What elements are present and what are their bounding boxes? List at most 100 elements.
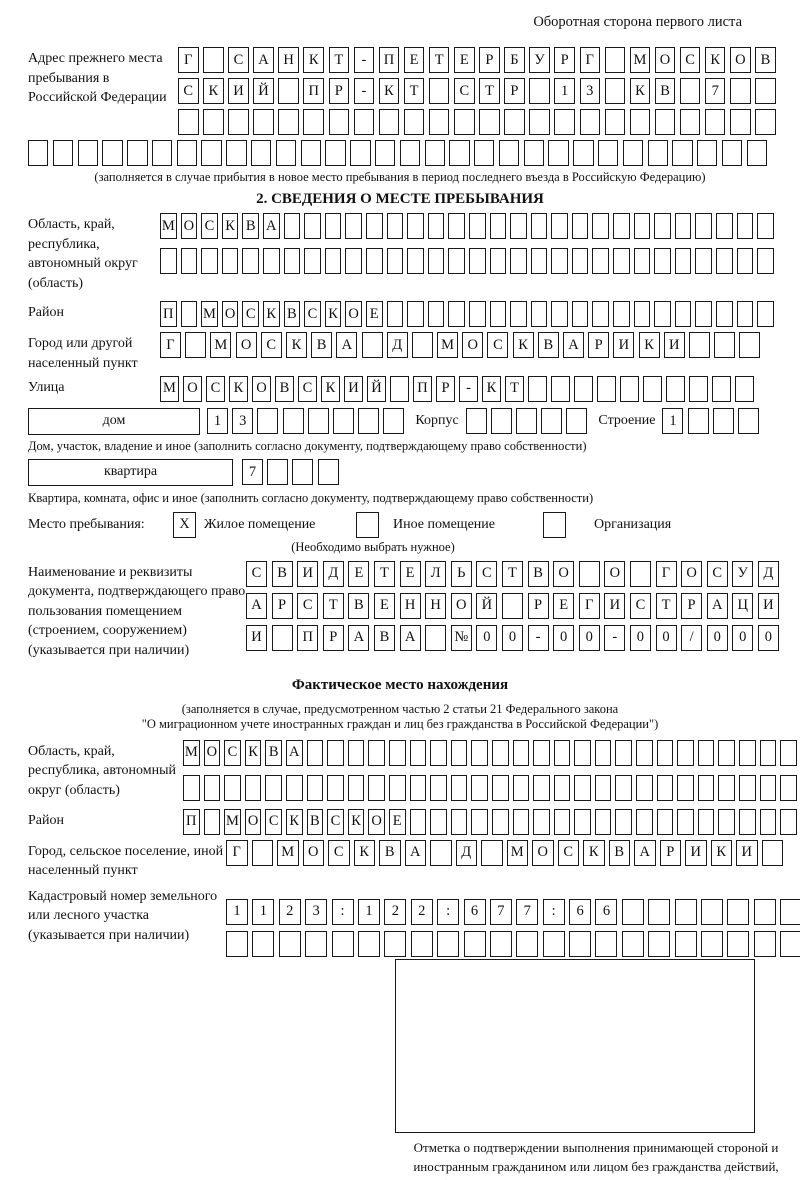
char-cell: О	[235, 332, 257, 359]
char-cell: Р	[681, 592, 703, 619]
char-cell: Р	[554, 47, 575, 73]
char-cell	[411, 332, 433, 359]
char-cell: О	[532, 839, 554, 866]
actual-region-block: Область, край, республика, автономный ок…	[28, 739, 797, 801]
apartment-note: Квартира, комната, офис и иное (заполнит…	[28, 490, 594, 505]
char-cell: О	[345, 301, 362, 328]
char-cell: -	[353, 78, 375, 104]
char-cell	[332, 408, 354, 435]
char-cell: С	[201, 213, 218, 239]
char-cell: П	[183, 808, 200, 835]
char-cell	[361, 332, 383, 359]
char-cell	[386, 301, 404, 328]
char-cell: 1	[226, 898, 248, 925]
char-cell: 2	[278, 898, 301, 925]
char-cell: М	[506, 839, 528, 866]
char-cell	[327, 739, 344, 766]
char-cell: С	[454, 78, 475, 104]
char-cell	[386, 213, 404, 239]
char-cell: А	[404, 839, 426, 866]
char-cell: С	[706, 560, 728, 587]
char-cell	[251, 140, 272, 166]
char-cell	[151, 140, 173, 166]
char-cell	[267, 459, 289, 486]
char-cell	[253, 109, 274, 135]
char-cell	[648, 898, 671, 925]
char-cell	[501, 592, 523, 619]
char-cell	[176, 140, 198, 166]
char-cell	[727, 898, 750, 925]
char-cell: С	[246, 560, 267, 587]
char-cell	[399, 140, 421, 166]
char-cell	[674, 301, 692, 328]
char-cell	[739, 739, 756, 766]
char-cell	[548, 140, 569, 166]
char-cell: Д	[455, 839, 477, 866]
prev-address-row-3	[178, 109, 776, 135]
char-cell	[613, 213, 630, 239]
stay-type-note: (Необходимо выбрать нужное)	[291, 539, 455, 554]
char-cell	[388, 739, 406, 766]
char-cell	[551, 213, 568, 239]
char-cell: С	[242, 301, 259, 328]
street-label: Улица	[28, 379, 65, 395]
char-cell	[407, 213, 424, 239]
char-cell	[697, 808, 715, 835]
char-cell: А	[706, 592, 728, 619]
char-cell	[463, 930, 486, 957]
char-cell	[647, 140, 668, 166]
char-cell	[695, 248, 713, 274]
char-cell	[697, 739, 715, 766]
char-cell	[428, 78, 450, 104]
char-cell	[510, 248, 527, 274]
char-cell	[757, 248, 774, 274]
region-label: Область, край, республика, автономный ок…	[28, 217, 138, 291]
char-cell	[574, 808, 591, 835]
char-cell	[490, 408, 512, 435]
char-cell: О	[302, 839, 324, 866]
char-cell: Р	[588, 332, 610, 359]
checkbox-organization[interactable]	[543, 511, 566, 538]
char-cell	[448, 248, 465, 274]
actual-region-label: Область, край, республика, автономный ок…	[28, 743, 177, 798]
char-cell	[468, 301, 486, 328]
char-cell	[736, 301, 754, 328]
stay-type-label: Место пребывания:	[28, 516, 145, 532]
char-cell	[489, 213, 507, 239]
char-cell	[571, 213, 589, 239]
char-cell: К	[353, 839, 375, 866]
char-cell: С	[224, 739, 241, 766]
char-cell	[621, 898, 644, 925]
option-organization-label: Организация	[594, 516, 672, 532]
actual-district-label: Район	[28, 812, 64, 828]
char-cell	[430, 739, 447, 766]
char-cell: А	[399, 624, 421, 651]
char-cell: О	[450, 592, 472, 619]
char-cell	[718, 808, 736, 835]
stay-type-block: Место пребывания: X Жилое помещение Иное…	[28, 511, 772, 538]
char-cell: :	[542, 898, 565, 925]
char-cell	[368, 739, 385, 766]
char-cell	[654, 301, 671, 328]
char-cell	[378, 109, 400, 135]
checkbox-residential[interactable]: X	[173, 511, 196, 538]
char-cell	[674, 213, 692, 239]
char-cell	[300, 140, 321, 166]
city-label: Город или другой населенный пункт	[28, 336, 138, 371]
char-cell: 1	[357, 898, 380, 925]
char-cell	[407, 301, 424, 328]
char-cell	[554, 109, 575, 135]
char-cell	[746, 140, 768, 166]
char-cell	[654, 248, 671, 274]
char-cell: П	[297, 624, 319, 651]
char-cell	[388, 774, 406, 801]
char-cell: Й	[476, 592, 498, 619]
checkbox-other-premises[interactable]	[356, 511, 379, 538]
char-cell: Е	[388, 808, 406, 835]
char-cell	[759, 774, 777, 801]
char-cell	[307, 408, 329, 435]
house-note: Дом, участок, владение и иное (заполнить…	[28, 438, 587, 453]
